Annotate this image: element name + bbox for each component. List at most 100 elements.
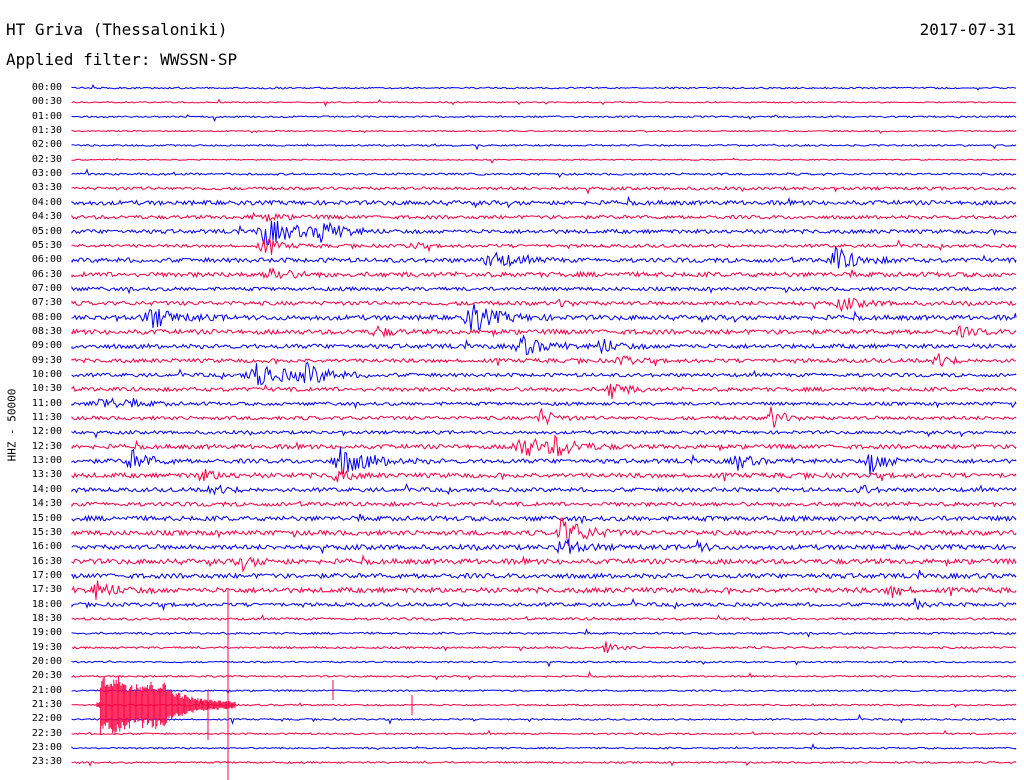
seismic-trace (71, 195, 1017, 209)
filter-label: Applied filter: WWSSN-SP (6, 50, 238, 69)
seismic-trace (71, 517, 1017, 547)
date-label: 2017-07-31 (919, 20, 1016, 39)
time-label: 02:00 (31, 139, 62, 151)
seismic-trace (71, 361, 1017, 386)
seismic-trace (71, 713, 1017, 726)
seismic-trace (71, 397, 1017, 409)
seismic-trace (71, 659, 1017, 668)
seismic-trace (71, 670, 1017, 681)
seismic-trace (71, 537, 1016, 555)
seismic-trace (71, 641, 1017, 654)
seismic-trace (71, 211, 1017, 222)
seismic-trace (71, 168, 1017, 178)
seismic-trace (71, 297, 1017, 313)
time-label: 19:00 (31, 627, 62, 639)
time-label: 14:00 (31, 483, 62, 495)
time-label: 08:00 (31, 311, 62, 323)
time-label: 18:30 (31, 612, 62, 624)
seismic-trace (71, 688, 1017, 695)
time-label: 13:30 (31, 469, 62, 481)
time-label: 00:00 (31, 82, 62, 93)
time-label: 18:00 (31, 598, 62, 610)
time-label: 07:30 (31, 297, 62, 309)
time-label: 21:30 (31, 699, 62, 711)
time-label: 21:00 (31, 684, 62, 696)
time-label: 20:00 (31, 656, 62, 667)
time-label: 12:00 (31, 426, 62, 438)
time-label: 23:00 (31, 742, 62, 754)
time-label: 20:30 (31, 670, 62, 682)
seismic-trace (71, 114, 1017, 123)
seismic-trace (71, 743, 1017, 750)
time-label: 10:30 (31, 383, 62, 395)
time-label: 11:30 (31, 412, 62, 424)
seismic-trace (71, 383, 1017, 400)
time-label: 08:30 (31, 325, 62, 337)
earthquake-signal (96, 676, 236, 735)
time-label: 13:00 (31, 455, 62, 467)
time-label: 05:30 (31, 239, 62, 251)
seismic-trace (71, 447, 1017, 475)
seismic-trace (71, 285, 1017, 295)
seismic-trace (71, 143, 1017, 151)
time-label: 17:00 (31, 569, 62, 581)
time-label: 12:30 (31, 440, 62, 452)
time-label: 16:00 (31, 541, 62, 553)
seismic-trace (71, 303, 1017, 332)
station-title: HT Griva (Thessaloniki) (6, 20, 228, 39)
time-label: 00:30 (31, 96, 62, 108)
time-label: 09:00 (31, 340, 62, 352)
seismic-trace (71, 83, 1017, 91)
seismic-trace (71, 429, 1017, 439)
seismic-trace (71, 468, 1017, 483)
time-label-column: 00:00 00:30 01:00 01:30 02:00 02:30 03:00 03:30… (0, 0, 70, 780)
time-label: 22:30 (31, 727, 62, 739)
seismic-trace (71, 513, 1017, 525)
seismic-trace (71, 185, 1017, 195)
seismic-trace (71, 729, 1017, 736)
time-label: 22:00 (31, 713, 62, 725)
time-label: 15:00 (31, 512, 62, 524)
seismic-trace (71, 614, 1017, 622)
seismic-trace (71, 239, 1017, 255)
time-label: 09:30 (31, 354, 62, 366)
seismic-trace (71, 157, 1017, 165)
seismic-trace (71, 129, 1017, 135)
seismic-trace (71, 580, 1017, 600)
seismic-trace (71, 483, 1017, 496)
time-label: 06:30 (31, 268, 62, 280)
time-label: 06:00 (31, 254, 62, 266)
seismic-trace (71, 554, 1017, 573)
seismic-trace (71, 98, 1017, 107)
seismic-trace (71, 760, 1017, 767)
time-label: 16:30 (31, 555, 62, 567)
time-label: 05:00 (31, 225, 62, 237)
seismic-trace (71, 220, 1017, 246)
time-label: 03:30 (31, 182, 62, 194)
time-label: 19:30 (31, 641, 62, 653)
seismic-trace (71, 324, 1017, 338)
time-label: 14:30 (31, 498, 62, 510)
seismic-trace (71, 597, 1017, 612)
seismic-trace (71, 570, 1017, 580)
time-label: 03:00 (31, 168, 62, 180)
time-label: 07:00 (31, 282, 62, 294)
seismic-trace (71, 498, 1017, 508)
time-label: 23:30 (31, 756, 62, 768)
seismic-trace (71, 353, 1017, 368)
time-label: 15:30 (31, 526, 62, 538)
time-label: 04:00 (31, 196, 62, 208)
time-label: 01:00 (31, 110, 62, 122)
time-label: 17:30 (31, 584, 62, 596)
time-label: 10:00 (31, 369, 62, 380)
time-label: 11:00 (31, 397, 62, 409)
time-label: 02:30 (31, 153, 62, 165)
seismic-trace (71, 267, 1017, 280)
time-label: 01:30 (31, 125, 62, 137)
seismic-trace (71, 628, 1017, 638)
seismic-trace (71, 334, 1017, 356)
seismic-trace (71, 245, 1017, 269)
seismic-trace (71, 434, 1017, 457)
seismic-trace (71, 406, 1017, 428)
